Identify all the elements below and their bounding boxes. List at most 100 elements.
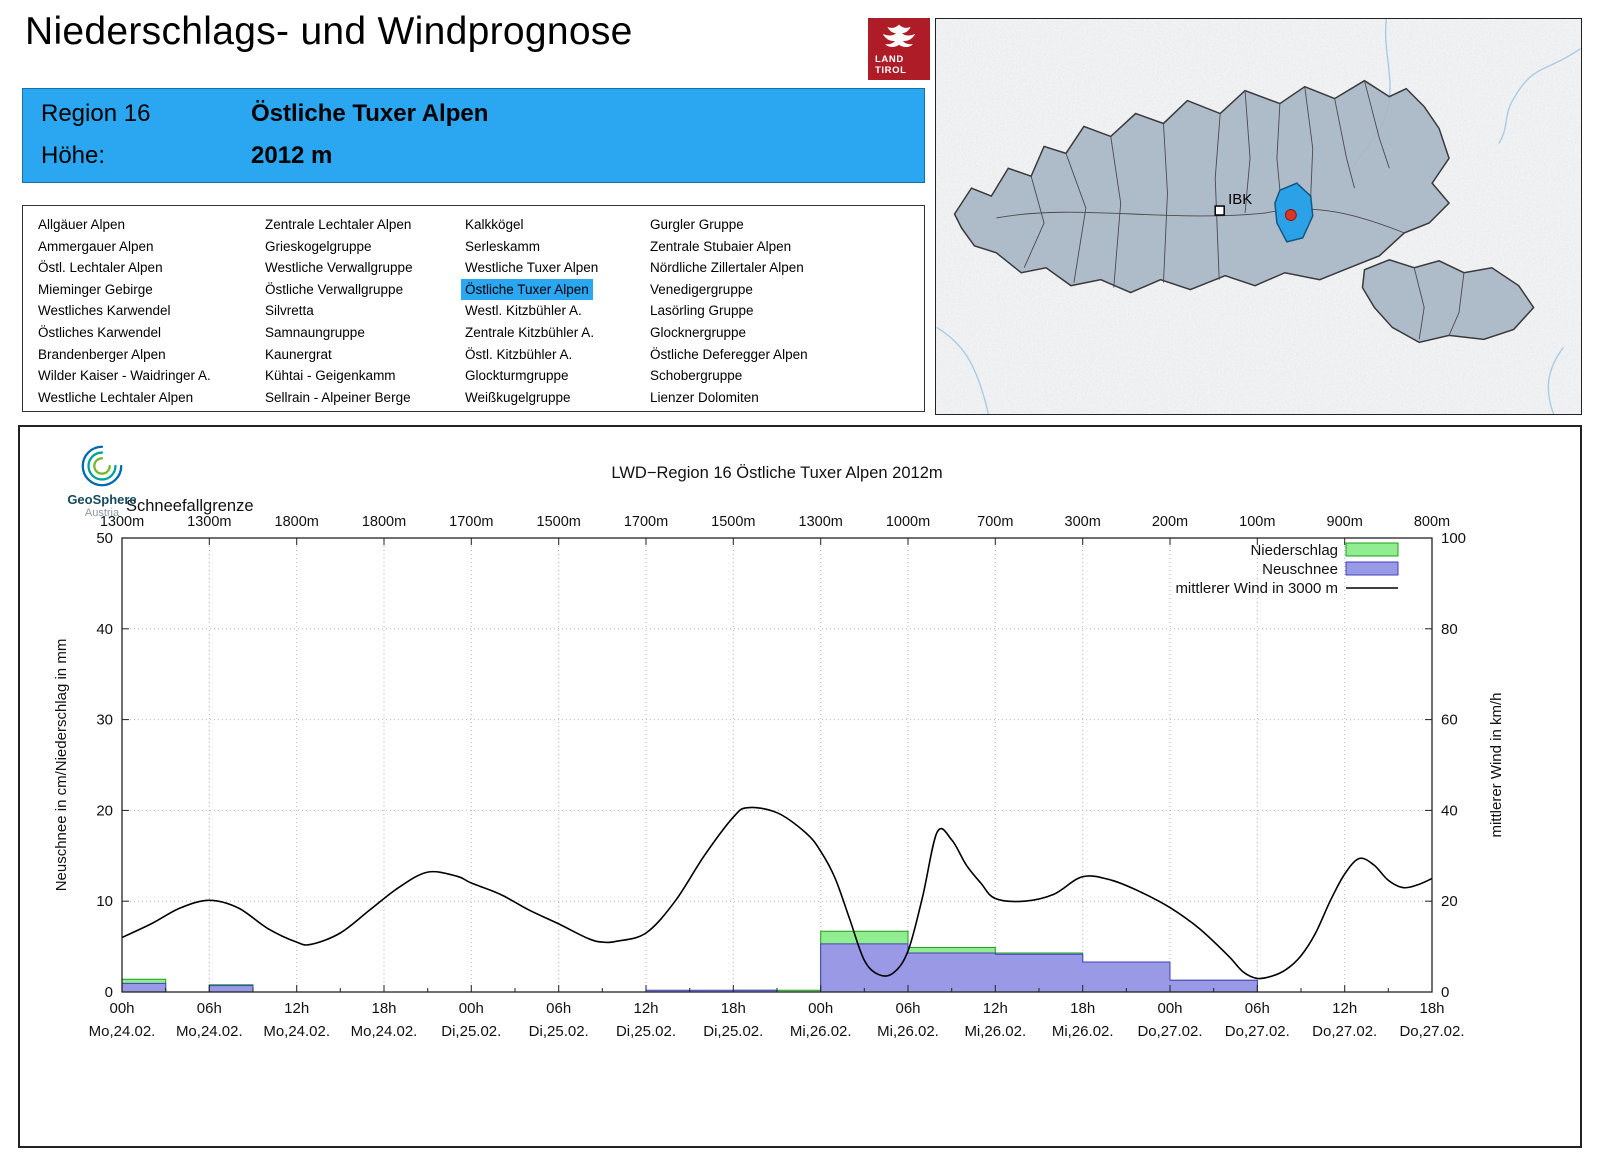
region-list-column: Allgäuer Alpen Ammergauer Alpen Östl. Lech… [34,214,261,411]
region-list-item[interactable]: Glockturmgruppe [465,368,569,384]
chart-title: LWD−Region 16 Östliche Tuxer Alpen 2012m [611,464,942,482]
map-river [936,326,990,414]
y-right-title: mittlerer Wind in km/h [1488,692,1505,837]
geosphere-sub: Austria [84,507,120,519]
tirol-map[interactable]: IBK [935,18,1582,415]
legend-swatch [1345,561,1399,576]
region-list-item[interactable]: Westliche Lechtaler Alpen [38,389,194,405]
region-name: Östliche Tuxer Alpen [251,100,489,127]
x-tick-date: Di,25.02. [441,1023,501,1040]
region-list-item[interactable]: Westl. Kitzbühler A. [465,303,582,319]
x-tick-hour: 00h [808,1000,833,1017]
region-list-item[interactable]: Westliche Verwallgruppe [265,260,413,276]
map-region-border [1304,86,1314,197]
region-list-item[interactable]: Westliches Karwendel [38,303,171,319]
y-right-label: 40 [1441,802,1458,819]
region-list-item[interactable]: Lienzer Dolomiten [650,389,759,405]
x-tick-hour: 00h [109,1000,134,1017]
altitude-value: 2012 m [251,142,333,169]
y-left-label: 50 [96,530,113,547]
map-region-border [1163,123,1168,283]
region-list-item[interactable]: Westliche Tuxer Alpen [465,260,599,276]
region-list-item[interactable]: Glocknergruppe [650,324,747,340]
region-list-item[interactable]: Kaunergrat [265,346,332,362]
region-list-item[interactable]: Weißkugelgruppe [465,389,571,405]
x-tick-date: Do,27.02. [1399,1023,1464,1040]
region-list-item[interactable]: Östl. Lechtaler Alpen [38,260,163,276]
x-tick-date: Di,25.02. [616,1023,676,1040]
region-list-item[interactable]: Östliches Karwendel [38,324,162,340]
x-tick-hour: 00h [459,1000,484,1017]
region-list-item[interactable]: Gurgler Gruppe [650,217,744,232]
region-location-dot [1284,209,1297,221]
region-list-item[interactable]: Grieskogelgruppe [265,238,372,254]
x-tick-hour: 12h [1332,1000,1357,1017]
tirol-eagle-icon [882,24,916,47]
region-list-item[interactable]: Zentrale Stubaier Alpen [650,238,792,254]
region-list-item[interactable]: Lasörling Gruppe [650,303,754,319]
snowline-value: 1500m [537,514,581,530]
y-right-label: 100 [1441,530,1466,547]
region-list-item[interactable]: Kalkkögel [465,217,524,232]
region-list-item[interactable]: Zentrale Lechtaler Alpen [265,217,412,232]
ibk-marker [1214,205,1225,216]
region-list-item[interactable]: Schobergruppe [650,368,743,384]
region-list-item[interactable]: Kühtai - Geigenkamm [265,368,396,384]
wind-line [121,806,1433,980]
region-list-item[interactable]: Zentrale Kitzbühler A. [465,324,595,340]
region-list-item[interactable]: Ammergauer Alpen [38,238,154,254]
x-tick-date: Mo,24.02. [176,1023,243,1040]
region-list-item[interactable]: Östliche Deferegger Alpen [650,346,808,362]
region-list-column: Gurgler Gruppe Zentrale Stubaier Alpen Nör… [646,214,924,411]
x-tick-date: Do,27.02. [1137,1023,1202,1040]
snowline-value: 900m [1327,514,1363,530]
region-list-item[interactable]: Nördliche Zillertaler Alpen [650,260,804,276]
east-tirol-region [1361,258,1535,344]
region-list-item[interactable]: Östliche Tuxer Alpen [461,278,593,301]
x-tick-hour: 18h [1419,1000,1444,1017]
region-list-item[interactable]: Serleskamm [465,238,541,254]
snowline-value: 1300m [100,514,144,530]
region-list-item[interactable]: Sellrain - Alpeiner Berge [265,389,411,405]
ibk-label: IBK [1228,191,1252,208]
map-region-border [1110,136,1122,288]
x-tick-date: Mi,26.02. [790,1023,852,1040]
map-region-border [1023,176,1045,268]
region-list-item[interactable]: Wilder Kaiser - Waidringer A. [38,368,211,384]
region-list-item[interactable]: Brandenberger Alpen [38,346,166,362]
forecast-chart: 00h Mo,24.02. 06h Mo,24.02. 12h Mo,24.02. 18h M… [53,464,1505,1040]
snowline-value: 800m [1414,514,1450,530]
x-tick-hour: 06h [197,1000,222,1017]
legend-label: mittlerer Wind in 3000 m [1175,580,1338,597]
x-tick-date: Mi,26.02. [964,1023,1026,1040]
x-tick-hour: 18h [721,1000,746,1017]
x-tick-hour: 06h [895,1000,920,1017]
tirol-map-svg: IBK [936,19,1581,414]
region-list-item[interactable]: Östliche Verwallgruppe [265,281,404,297]
region-list-item[interactable]: Östl. Kitzbühler A. [465,346,573,362]
y-right-label: 20 [1441,893,1458,910]
legend-label: Niederschlag [1250,542,1338,559]
new-snow-bars [121,982,167,993]
region-list: Allgäuer Alpen Ammergauer Alpen Östl. Lech… [22,205,925,412]
x-tick-date: Do,27.02. [1312,1023,1377,1040]
geosphere-icon [81,445,123,487]
region-list-item[interactable]: Venedigergruppe [650,281,753,297]
snowline-value: 1000m [886,514,930,530]
legend-swatch [1345,542,1399,557]
region-list-item[interactable]: Silvretta [265,303,314,319]
region-list-column: Zentrale Lechtaler Alpen Grieskogelgruppe… [261,214,461,411]
logo-land-text: LAND [875,54,904,65]
y-left-label: 40 [96,621,113,638]
new-snow-bars [820,943,1258,993]
legend-label: Neuschnee [1262,561,1338,578]
region-list-item[interactable]: Mieminger Gebirge [38,281,153,297]
north-tirol-region [953,79,1451,294]
region-label: Region 16 [41,100,151,127]
y-right-label: 80 [1441,621,1458,638]
region-list-item[interactable]: Allgäuer Alpen [38,217,126,232]
region-list-item[interactable]: Samnaungruppe [265,324,365,340]
y-left-label: 20 [96,802,113,819]
x-tick-date: Mi,26.02. [1052,1023,1114,1040]
logo-tirol-text: TIROL [875,64,907,76]
